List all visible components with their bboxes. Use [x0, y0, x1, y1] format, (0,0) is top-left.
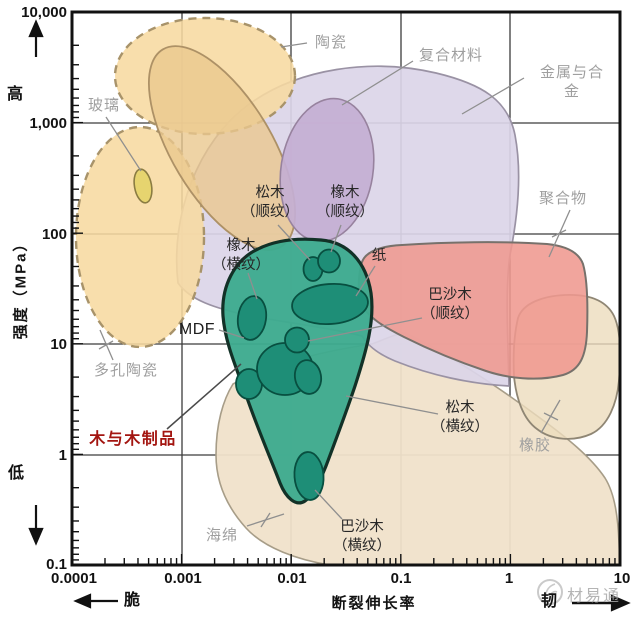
leader-pine-along [277, 224, 311, 261]
item-paper [291, 282, 369, 326]
leader-rubber-tick [543, 412, 559, 421]
leader-glass [105, 116, 142, 172]
x-tick-1: 1 [504, 570, 514, 587]
y-tick-100: 100 [41, 226, 67, 243]
x-tick-10: 10 [613, 570, 631, 587]
leader-ceramics [280, 42, 308, 48]
item-oak-cross [236, 295, 268, 341]
leader-metals [461, 77, 525, 115]
x-tick-0p001: 0.001 [164, 570, 202, 587]
y-tick-10000: 10,000 [21, 4, 67, 21]
high-arrow-head [28, 19, 44, 38]
low-arrow-head [28, 527, 44, 546]
leader-porous-tick [98, 340, 114, 350]
axis-arrows [28, 19, 631, 612]
item-pine-cross [293, 359, 323, 395]
x-tick-0p1: 0.1 [390, 570, 412, 587]
x-tick-0p01: 0.01 [277, 570, 307, 587]
leader-lines [98, 42, 571, 528]
low-annotation: 低 [8, 465, 25, 482]
leader-paper [355, 265, 376, 297]
item-balsa-along [284, 326, 310, 354]
leader-wood-products [166, 363, 242, 430]
high-annotation: 高 [7, 86, 24, 103]
brittle-annotation: 脆 [124, 592, 141, 609]
tough-arrow-head [610, 594, 631, 612]
leader-oak-along [330, 224, 342, 253]
leader-sponge-tick [260, 512, 271, 528]
y-tick-1: 1 [58, 447, 67, 464]
leader-composites [341, 60, 414, 106]
leader-pine-cross [345, 395, 439, 415]
region-polymers [357, 241, 589, 380]
y-axis-title: 强度（MPa） [12, 234, 30, 340]
x-tick-0p0001: 0.0001 [51, 570, 97, 587]
leader-balsa-cross [314, 489, 343, 520]
leader-balsa-along [307, 317, 423, 342]
y-tick-10: 10 [50, 336, 67, 353]
y-tick-0p1: 0.1 [46, 556, 67, 573]
item-balsa-cross [293, 451, 325, 501]
leader-oak-cross [247, 272, 258, 300]
brittle-arrow-head [73, 593, 92, 609]
leader-mdf [218, 329, 245, 339]
region-porous-ceramics [74, 125, 206, 349]
leader-polymers-tick [551, 229, 567, 238]
plot-border [70, 10, 622, 567]
watermark-logo-icon [537, 579, 563, 605]
wood-sub-items [235, 248, 369, 501]
tough-annotation: 韧 [541, 593, 558, 610]
watermark-text: 材易通 [567, 588, 622, 605]
axis-ticks [71, 11, 616, 565]
y-tick-1000: 1,000 [29, 115, 67, 132]
x-axis-title: 断裂伸长率 [331, 595, 417, 612]
item-oak-along [317, 248, 341, 274]
